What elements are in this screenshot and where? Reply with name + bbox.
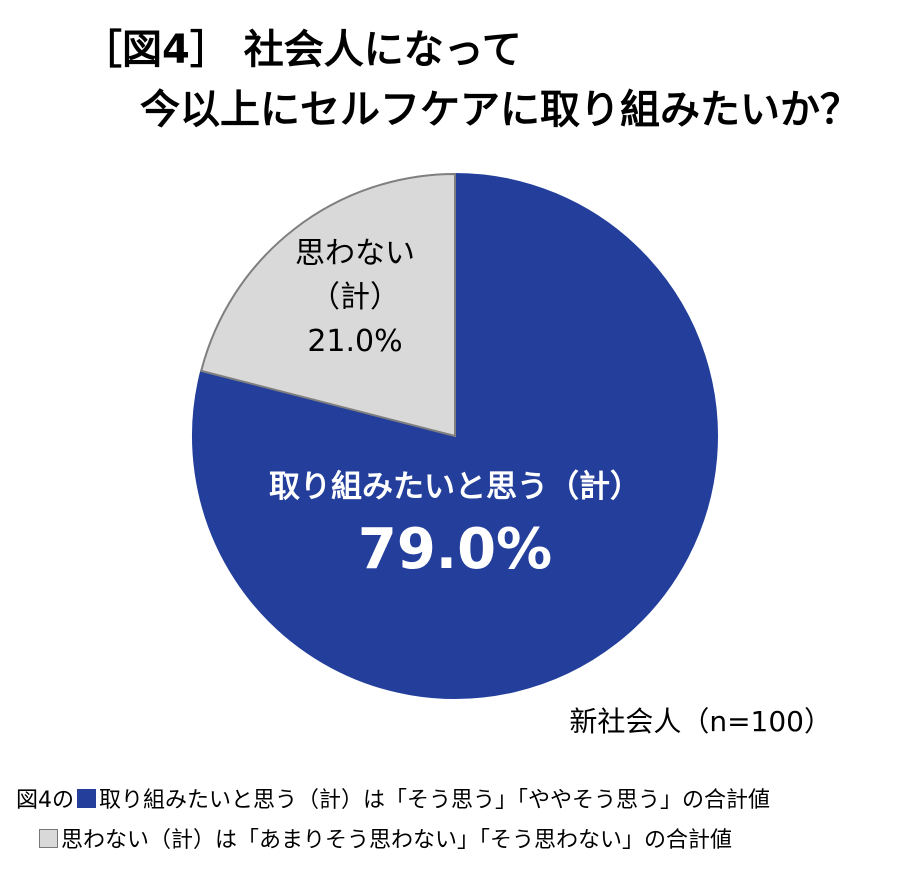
footnote-1-prefix: 図4の (16, 788, 74, 813)
pie-slice-2 (200, 172, 456, 438)
footnote-1-text: 取り組みたいと思う（計）は「そう思う」「ややそう思う」の合計値 (99, 788, 771, 813)
footnote-2-text: 思わない（計）は「あまりそう思わない」「そう思わない」の合計値 (61, 828, 733, 853)
pie-chart: 取り組みたいと思う（計） 79.0% 思わない （計） 21.0% (192, 172, 718, 699)
legend-swatch-blue (77, 788, 96, 808)
footnote-2: 思わない（計）は「あまりそう思わない」「そう思わない」の合計値 (36, 822, 732, 854)
slice-2-value-label: 21.0% (307, 324, 402, 359)
footnote-1: 図4の 取り組みたいと思う（計）は「そう思う」「ややそう思う」の合計値 (16, 782, 770, 814)
chart-title-line-1: ［図4］ 社会人になって (82, 27, 522, 73)
sample-size-note: 新社会人（n=100） (569, 705, 832, 738)
pie-slice-1 (192, 172, 718, 699)
slice-1-value-label: 79.0% (358, 517, 552, 582)
slice-2-label-line-1: 思わない (295, 236, 415, 271)
slice-1-label: 取り組みたいと思う（計） (269, 469, 641, 505)
legend-swatch-gray (39, 828, 58, 848)
slice-2-label-line-2: （計） (310, 280, 400, 315)
chart-title-line-2: 今以上にセルフケアに取り組みたいか？ (140, 87, 860, 133)
